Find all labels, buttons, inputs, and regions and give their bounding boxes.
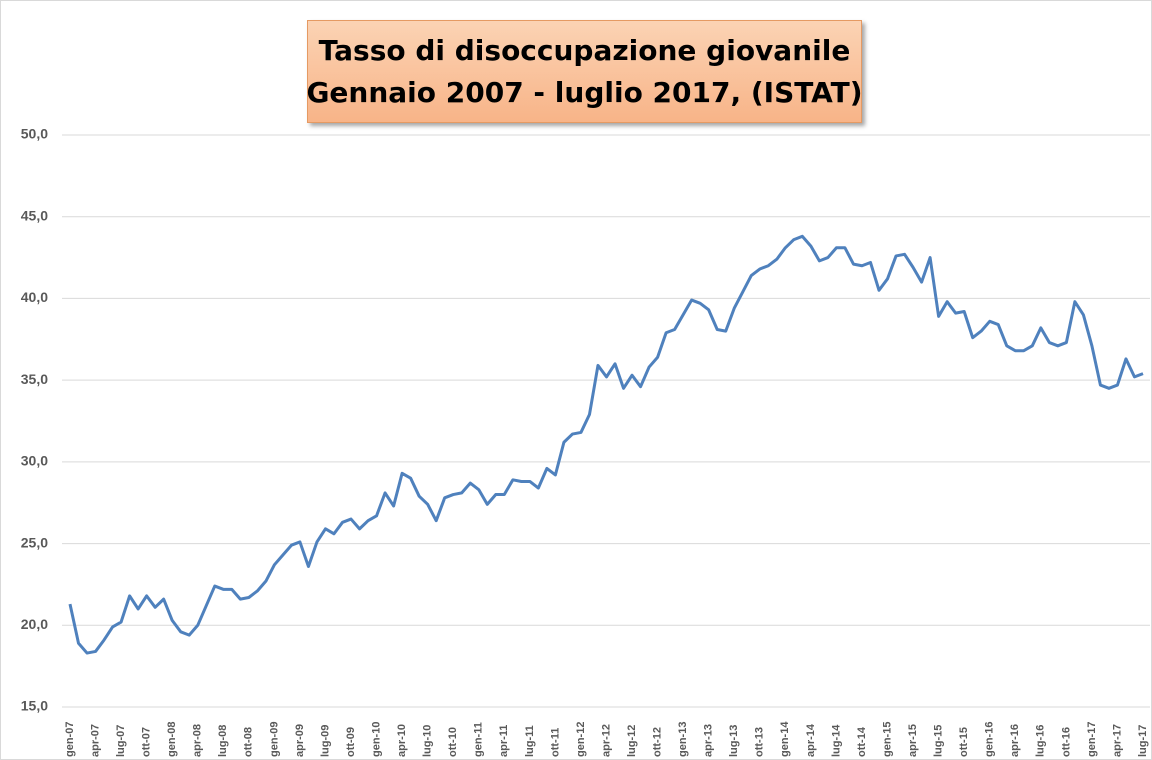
x-tick-label: ott-14 <box>856 726 868 757</box>
x-tick-label: ott-13 <box>754 727 766 757</box>
x-tick-label: lug-07 <box>115 725 127 757</box>
x-tick-label: ott-15 <box>958 727 970 757</box>
x-tick-label: ott-09 <box>345 727 357 757</box>
x-tick-label: lug-10 <box>422 725 434 757</box>
x-tick-label: gen-16 <box>984 722 996 757</box>
x-tick-label: gen-08 <box>166 722 178 757</box>
x-tick-label: gen-12 <box>575 722 587 757</box>
x-tick-label: apr-16 <box>1009 724 1021 757</box>
x-tick-label: gen-14 <box>779 721 791 757</box>
y-tick-label: 25,0 <box>21 534 48 550</box>
y-tick-label: 35,0 <box>21 371 48 387</box>
x-tick-label: apr-17 <box>1111 724 1123 757</box>
x-tick-label: apr-12 <box>600 724 612 757</box>
x-tick-label: gen-15 <box>881 722 893 757</box>
y-tick-label: 15,0 <box>21 698 48 714</box>
x-tick-label: gen-10 <box>370 722 382 757</box>
x-tick-label: apr-11 <box>498 725 510 757</box>
line <box>68 234 1144 655</box>
x-tick-label: apr-15 <box>907 724 919 757</box>
title-box: Tasso di disoccupazione giovanile Gennai… <box>306 20 863 123</box>
x-tick-label: ott-12 <box>652 727 664 757</box>
x-tick-label: lug-16 <box>1035 725 1047 757</box>
x-tick-label: gen-17 <box>1086 722 1098 757</box>
x-tick-label: ott-10 <box>447 727 459 757</box>
x-tick-label: lug-11 <box>524 725 536 757</box>
x-tick-label: apr-07 <box>89 724 101 757</box>
x-tick-label: lug-09 <box>319 725 331 757</box>
chart-title: Tasso di disoccupazione giovanile <box>318 33 851 67</box>
y-tick-label: 20,0 <box>21 616 48 632</box>
x-tick-label: lug-13 <box>728 725 740 757</box>
x-tick-label: apr-10 <box>396 724 408 757</box>
y-tick-label: 50,0 <box>21 126 48 142</box>
x-tick-label: ott-08 <box>243 727 255 757</box>
x-tick-label: apr-09 <box>294 724 306 757</box>
x-tick-label: apr-08 <box>192 724 204 757</box>
chart-subtitle: Gennaio 2007 - luglio 2017, (ISTAT) <box>306 75 863 109</box>
x-tick-label: gen-07 <box>64 722 76 757</box>
x-tick-label: apr-14 <box>805 723 817 757</box>
x-tick-label: lug-12 <box>626 725 638 757</box>
y-tick-label: 30,0 <box>21 453 48 469</box>
x-tick-label: ott-07 <box>141 727 153 757</box>
y-tick-label: 40,0 <box>21 289 48 305</box>
x-tick-label: lug-14 <box>830 724 842 757</box>
x-tick-label: lug-15 <box>933 725 945 757</box>
x-tick-label: apr-13 <box>703 724 715 757</box>
x-tick-label: lug-08 <box>217 725 229 757</box>
y-tick-label: 45,0 <box>21 207 48 223</box>
x-tick-label: gen-11 <box>473 722 485 757</box>
x-tick-label: gen-13 <box>677 722 689 757</box>
x-tick-label: ott-16 <box>1060 727 1072 757</box>
x-tick-label: lug-17 <box>1137 725 1149 757</box>
x-tick-label: ott-11 <box>549 728 561 757</box>
x-tick-label: gen-09 <box>268 722 280 757</box>
